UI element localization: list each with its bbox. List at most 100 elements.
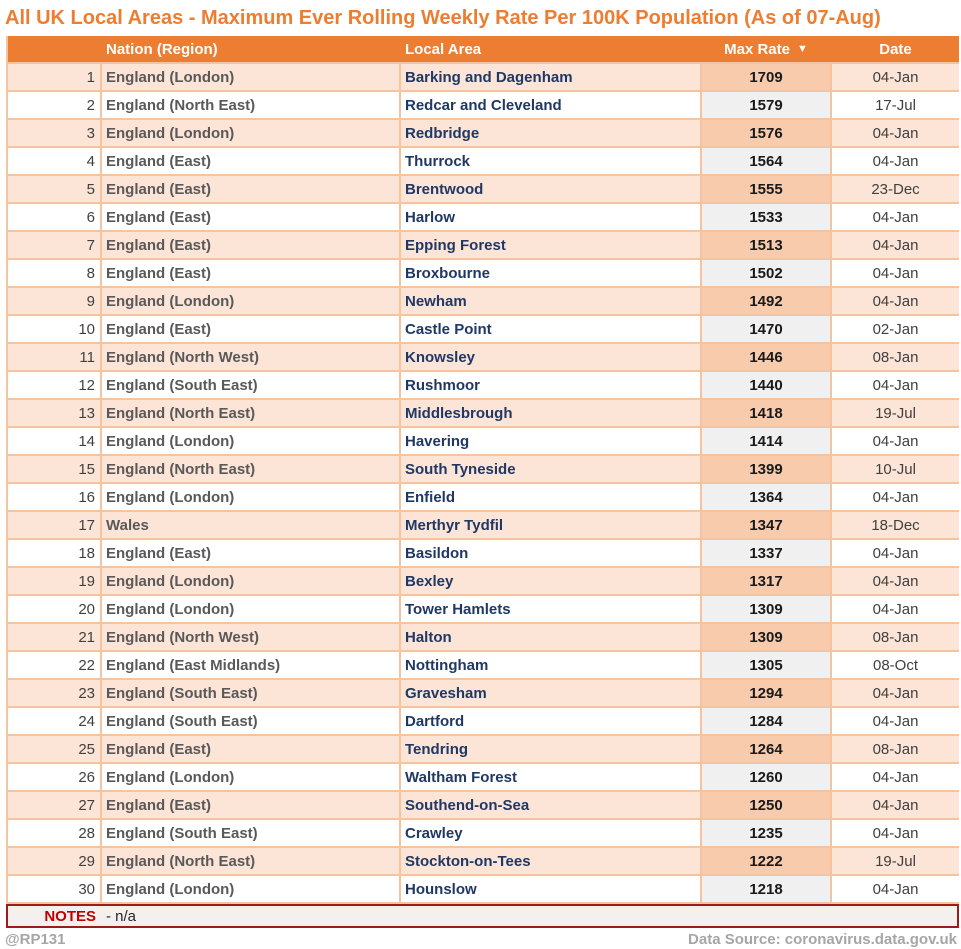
area-cell: Southend-on-Sea bbox=[401, 792, 700, 818]
table-row: 17 Wales Merthyr Tydfil 1347 18-Dec bbox=[8, 512, 959, 538]
nation-cell: England (London) bbox=[102, 764, 399, 790]
date-cell: 04-Jan bbox=[832, 288, 959, 314]
date-cell: 19-Jul bbox=[832, 400, 959, 426]
table-row: 12 England (South East) Rushmoor 1440 04-Jan bbox=[8, 372, 959, 398]
col-header-rank bbox=[8, 36, 100, 62]
date-cell: 10-Jul bbox=[832, 456, 959, 482]
table-row: 8 England (East) Broxbourne 1502 04-Jan bbox=[8, 260, 959, 286]
rate-cell: 1399 bbox=[702, 456, 830, 482]
table-row: 13 England (North East) Middlesbrough 1418 1… bbox=[8, 400, 959, 426]
table-row: 29 England (North East) Stockton-on-Tees 12… bbox=[8, 848, 959, 874]
area-cell: Dartford bbox=[401, 708, 700, 734]
rank-cell: 25 bbox=[8, 736, 100, 762]
date-cell: 04-Jan bbox=[832, 708, 959, 734]
notes-label: NOTES bbox=[44, 907, 96, 925]
area-cell: Crawley bbox=[401, 820, 700, 846]
rank-cell: 15 bbox=[8, 456, 100, 482]
notes-value: - n/a bbox=[106, 907, 137, 925]
rate-cell: 1576 bbox=[702, 120, 830, 146]
author-handle: @RP131 bbox=[5, 931, 66, 948]
date-cell: 04-Jan bbox=[832, 64, 959, 90]
area-cell: Redcar and Cleveland bbox=[401, 92, 700, 118]
date-cell: 04-Jan bbox=[832, 204, 959, 230]
area-cell: Castle Point bbox=[401, 316, 700, 342]
date-cell: 04-Jan bbox=[832, 680, 959, 706]
area-cell: Epping Forest bbox=[401, 232, 700, 258]
data-source: Data Source: coronavirus.data.gov.uk bbox=[688, 931, 957, 948]
table-row: 27 England (East) Southend-on-Sea 1250 04-Ja… bbox=[8, 792, 959, 818]
rate-cell: 1260 bbox=[702, 764, 830, 790]
notes-row: NOTES - n/a bbox=[6, 904, 959, 928]
table-row: 28 England (South East) Crawley 1235 04-Jan bbox=[8, 820, 959, 846]
nation-cell: England (London) bbox=[102, 596, 399, 622]
area-cell: Newham bbox=[401, 288, 700, 314]
rank-cell: 22 bbox=[8, 652, 100, 678]
table-body: 1 England (London) Barking and Dagenham 170… bbox=[8, 62, 959, 904]
nation-cell: England (North West) bbox=[102, 344, 399, 370]
rate-cell: 1347 bbox=[702, 512, 830, 538]
rate-cell: 1294 bbox=[702, 680, 830, 706]
table-row: 4 England (East) Thurrock 1564 04-Jan bbox=[8, 148, 959, 174]
date-cell: 23-Dec bbox=[832, 176, 959, 202]
nation-cell: England (London) bbox=[102, 428, 399, 454]
nation-cell: England (London) bbox=[102, 64, 399, 90]
table-row: 19 England (London) Bexley 1317 04-Jan bbox=[8, 568, 959, 594]
table-row: 23 England (South East) Gravesham 1294 04-Ja… bbox=[8, 680, 959, 706]
rank-cell: 20 bbox=[8, 596, 100, 622]
date-cell: 04-Jan bbox=[832, 876, 959, 902]
area-cell: Barking and Dagenham bbox=[401, 64, 700, 90]
table-row: 30 England (London) Hounslow 1218 04-Jan bbox=[8, 876, 959, 902]
col-header-max-rate[interactable]: Max Rate ▼ bbox=[702, 36, 830, 62]
rank-cell: 21 bbox=[8, 624, 100, 650]
table-row: 2 England (North East) Redcar and Clevelan… bbox=[8, 92, 959, 118]
nation-cell: England (London) bbox=[102, 288, 399, 314]
rates-table: Nation (Region) Local Area Max Rate ▼ Da… bbox=[6, 36, 959, 904]
nation-cell: England (North East) bbox=[102, 848, 399, 874]
date-cell: 04-Jan bbox=[832, 372, 959, 398]
nation-cell: England (East) bbox=[102, 736, 399, 762]
date-cell: 04-Jan bbox=[832, 540, 959, 566]
nation-cell: England (London) bbox=[102, 484, 399, 510]
rate-cell: 1264 bbox=[702, 736, 830, 762]
nation-cell: England (North East) bbox=[102, 400, 399, 426]
rank-cell: 12 bbox=[8, 372, 100, 398]
date-cell: 02-Jan bbox=[832, 316, 959, 342]
nation-cell: England (North East) bbox=[102, 92, 399, 118]
area-cell: Thurrock bbox=[401, 148, 700, 174]
area-cell: Merthyr Tydfil bbox=[401, 512, 700, 538]
area-cell: Knowsley bbox=[401, 344, 700, 370]
area-cell: South Tyneside bbox=[401, 456, 700, 482]
rate-cell: 1305 bbox=[702, 652, 830, 678]
rate-cell: 1579 bbox=[702, 92, 830, 118]
table-row: 21 England (North West) Halton 1309 08-Jan bbox=[8, 624, 959, 650]
rank-cell: 10 bbox=[8, 316, 100, 342]
rate-cell: 1418 bbox=[702, 400, 830, 426]
nation-cell: England (South East) bbox=[102, 372, 399, 398]
date-cell: 04-Jan bbox=[832, 764, 959, 790]
nation-cell: England (East) bbox=[102, 232, 399, 258]
table-row: 20 England (London) Tower Hamlets 1309 04-Ja… bbox=[8, 596, 959, 622]
area-cell: Hounslow bbox=[401, 876, 700, 902]
nation-cell: England (East Midlands) bbox=[102, 652, 399, 678]
rate-cell: 1513 bbox=[702, 232, 830, 258]
date-cell: 04-Jan bbox=[832, 820, 959, 846]
date-cell: 04-Jan bbox=[832, 568, 959, 594]
table-row: 5 England (East) Brentwood 1555 23-Dec bbox=[8, 176, 959, 202]
rate-cell: 1470 bbox=[702, 316, 830, 342]
col-header-max-rate-label: Max Rate bbox=[724, 40, 790, 58]
area-cell: Tower Hamlets bbox=[401, 596, 700, 622]
rate-cell: 1317 bbox=[702, 568, 830, 594]
rank-cell: 8 bbox=[8, 260, 100, 286]
area-cell: Brentwood bbox=[401, 176, 700, 202]
rank-cell: 24 bbox=[8, 708, 100, 734]
nation-cell: England (South East) bbox=[102, 680, 399, 706]
date-cell: 08-Jan bbox=[832, 736, 959, 762]
rate-cell: 1709 bbox=[702, 64, 830, 90]
nation-cell: England (South East) bbox=[102, 820, 399, 846]
nation-cell: England (South East) bbox=[102, 708, 399, 734]
rank-cell: 9 bbox=[8, 288, 100, 314]
area-cell: Tendring bbox=[401, 736, 700, 762]
area-cell: Rushmoor bbox=[401, 372, 700, 398]
area-cell: Middlesbrough bbox=[401, 400, 700, 426]
date-cell: 08-Jan bbox=[832, 624, 959, 650]
